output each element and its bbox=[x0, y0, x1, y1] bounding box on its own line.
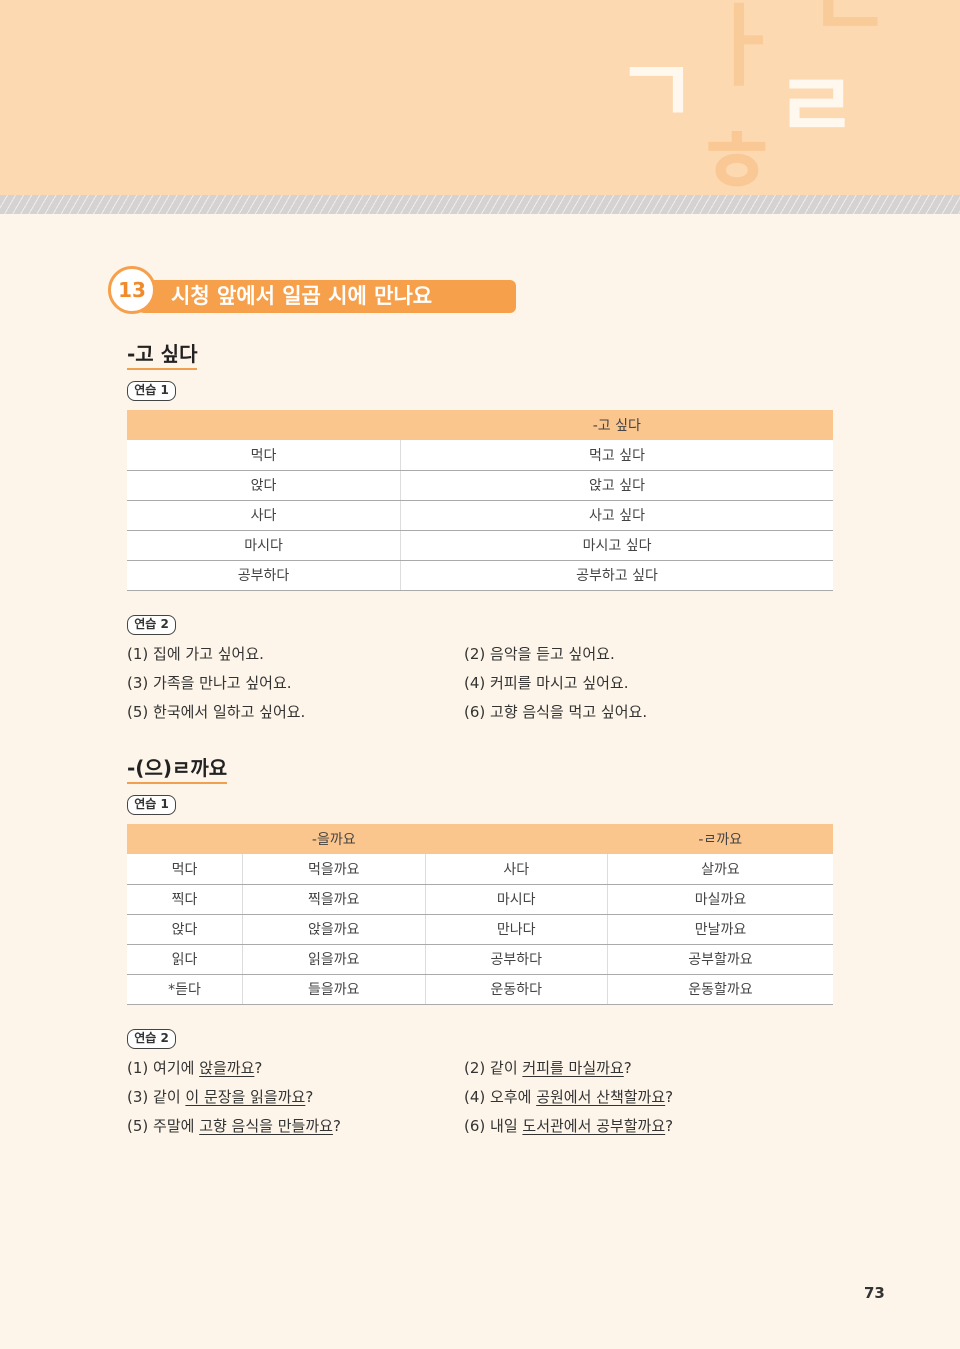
table-cell: 앉다 bbox=[127, 914, 243, 945]
answer-prefix: (2) 같이 bbox=[464, 1059, 523, 1077]
table-row: 사다 사고 싶다 bbox=[127, 500, 833, 531]
table-cell: 앉고 싶다 bbox=[400, 470, 833, 501]
section-heading: -고 싶다 bbox=[127, 338, 198, 370]
table-cell: 살까요 bbox=[606, 854, 833, 885]
practice-label: 연습 2 bbox=[127, 1029, 176, 1049]
answer: (4) 커피를 마시고 싶어요. bbox=[464, 674, 629, 692]
section-heading: -(으)ㄹ까요 bbox=[127, 752, 228, 784]
answer: (6) 내일 도서관에서 공부할까요? bbox=[464, 1115, 673, 1136]
answer-suffix: ? bbox=[623, 1059, 632, 1077]
table-cell: 운동하다 bbox=[424, 974, 608, 1005]
answer-prefix: (3) 같이 bbox=[127, 1088, 186, 1106]
decor-letter: ㅎ bbox=[695, 110, 778, 215]
table-cell: 마실까요 bbox=[606, 884, 833, 915]
answer: (5) 한국에서 일하고 싶어요. bbox=[127, 703, 306, 721]
table-cell: 만날까요 bbox=[606, 914, 833, 945]
lesson-number: 13 bbox=[108, 266, 156, 314]
answer-suffix: ? bbox=[254, 1059, 263, 1077]
answer-prefix: (1) 여기에 bbox=[127, 1059, 200, 1077]
table-row: 먹다 먹고 싶다 bbox=[127, 440, 833, 471]
answer-suffix: ? bbox=[665, 1117, 674, 1135]
practice-label: 연습 2 bbox=[127, 615, 176, 635]
table-row: 마시다 마시고 싶다 bbox=[127, 530, 833, 561]
page-number: 73 bbox=[864, 1284, 885, 1302]
table-row: 앉다 앉고 싶다 bbox=[127, 470, 833, 501]
table-cell: 공부할까요 bbox=[606, 944, 833, 975]
answer-underlined: 공원에서 산책할까요 bbox=[536, 1088, 666, 1106]
conjugation-table: -고 싶다 먹다 먹고 싶다 앉다 앉고 싶다 사다 사고 싶다 마시다 마시고 싶다 공부하다… bbox=[127, 410, 833, 591]
answer: (5) 주말에 고향 음식을 만들까요? bbox=[127, 1115, 341, 1136]
answer-underlined: 이 문장을 읽을까요 bbox=[185, 1088, 306, 1106]
table-cell: 만나다 bbox=[424, 914, 608, 945]
answer: (6) 고향 음식을 먹고 싶어요. bbox=[464, 703, 648, 721]
table-row: 읽다 읽을까요 공부하다 공부할까요 bbox=[127, 944, 833, 975]
table-cell: 앉을까요 bbox=[242, 914, 426, 945]
table-cell: 마시다 bbox=[127, 530, 401, 561]
answer-underlined: 고향 음식을 만들까요 bbox=[199, 1117, 333, 1135]
answer: (1) 집에 가고 싶어요. bbox=[127, 645, 264, 663]
table-cell: 먹다 bbox=[127, 854, 243, 885]
answer-suffix: ? bbox=[665, 1088, 674, 1106]
answer-underlined: 도서관에서 공부할까요 bbox=[522, 1117, 666, 1135]
answer-suffix: ? bbox=[305, 1088, 314, 1106]
answer: (1) 여기에 앉을까요? bbox=[127, 1057, 262, 1078]
table-cell: 읽을까요 bbox=[242, 944, 426, 975]
table-cell: 공부하다 bbox=[424, 944, 608, 975]
header-banner: ㄱ ㅏ ㄴ ㄹ ㅎ bbox=[0, 0, 960, 208]
decor-letter: ㄴ bbox=[808, 0, 891, 59]
answer-prefix: (4) 오후에 bbox=[464, 1088, 537, 1106]
answer-underlined: 커피를 마실까요 bbox=[522, 1059, 624, 1077]
table-cell: 공부하다 bbox=[127, 560, 401, 591]
practice-label: 연습 1 bbox=[127, 795, 176, 815]
answer: (3) 가족을 만나고 싶어요. bbox=[127, 674, 292, 692]
table-cell: 사다 bbox=[424, 854, 608, 885]
answer-suffix: ? bbox=[332, 1117, 341, 1135]
table-row: 찍다 찍을까요 마시다 마실까요 bbox=[127, 884, 833, 915]
table-cell: 공부하고 싶다 bbox=[400, 560, 833, 591]
table-cell: *듣다 bbox=[127, 974, 243, 1005]
table-cell: 사고 싶다 bbox=[400, 500, 833, 531]
table-cell: 들을까요 bbox=[242, 974, 426, 1005]
hatch-divider bbox=[0, 195, 960, 214]
table-row: *듣다 들을까요 운동하다 운동할까요 bbox=[127, 974, 833, 1005]
answer: (2) 같이 커피를 마실까요? bbox=[464, 1057, 632, 1078]
table-cell: 사다 bbox=[127, 500, 401, 531]
table-cell: 운동할까요 bbox=[606, 974, 833, 1005]
table-cell: 먹고 싶다 bbox=[400, 440, 833, 471]
answer: (4) 오후에 공원에서 산책할까요? bbox=[464, 1086, 673, 1107]
lesson-title-text: 시청 앞에서 일곱 시에 만나요 bbox=[138, 280, 516, 313]
answer: (3) 같이 이 문장을 읽을까요? bbox=[127, 1086, 313, 1107]
table-cell: 찍다 bbox=[127, 884, 243, 915]
answer: (2) 음악을 듣고 싶어요. bbox=[464, 645, 615, 663]
table-cell: 앉다 bbox=[127, 470, 401, 501]
table-cell: 찍을까요 bbox=[242, 884, 426, 915]
answer-prefix: (6) 내일 bbox=[464, 1117, 523, 1135]
conjugation-table: -을까요 -ㄹ까요 먹다 먹을까요 사다 살까요 찍다 찍을까요 마시다 마실까요 앉다 앉을까요 만… bbox=[127, 824, 833, 1005]
table-row: 앉다 앉을까요 만나다 만날까요 bbox=[127, 914, 833, 945]
practice-label: 연습 1 bbox=[127, 381, 176, 401]
table-row: 먹다 먹을까요 사다 살까요 bbox=[127, 854, 833, 885]
answer-underlined: 앉을까요 bbox=[199, 1059, 255, 1077]
decor-letter: ㄱ bbox=[615, 40, 698, 145]
table-cell: 마시고 싶다 bbox=[400, 530, 833, 561]
table-cell: 읽다 bbox=[127, 944, 243, 975]
table-row: 공부하다 공부하고 싶다 bbox=[127, 560, 833, 591]
decor-letter: ㄹ bbox=[775, 54, 858, 159]
table-cell: 먹을까요 bbox=[242, 854, 426, 885]
table-cell: 먹다 bbox=[127, 440, 401, 471]
decor-letter: ㅏ bbox=[700, 0, 783, 99]
table-cell: 마시다 bbox=[424, 884, 608, 915]
answer-prefix: (5) 주말에 bbox=[127, 1117, 200, 1135]
